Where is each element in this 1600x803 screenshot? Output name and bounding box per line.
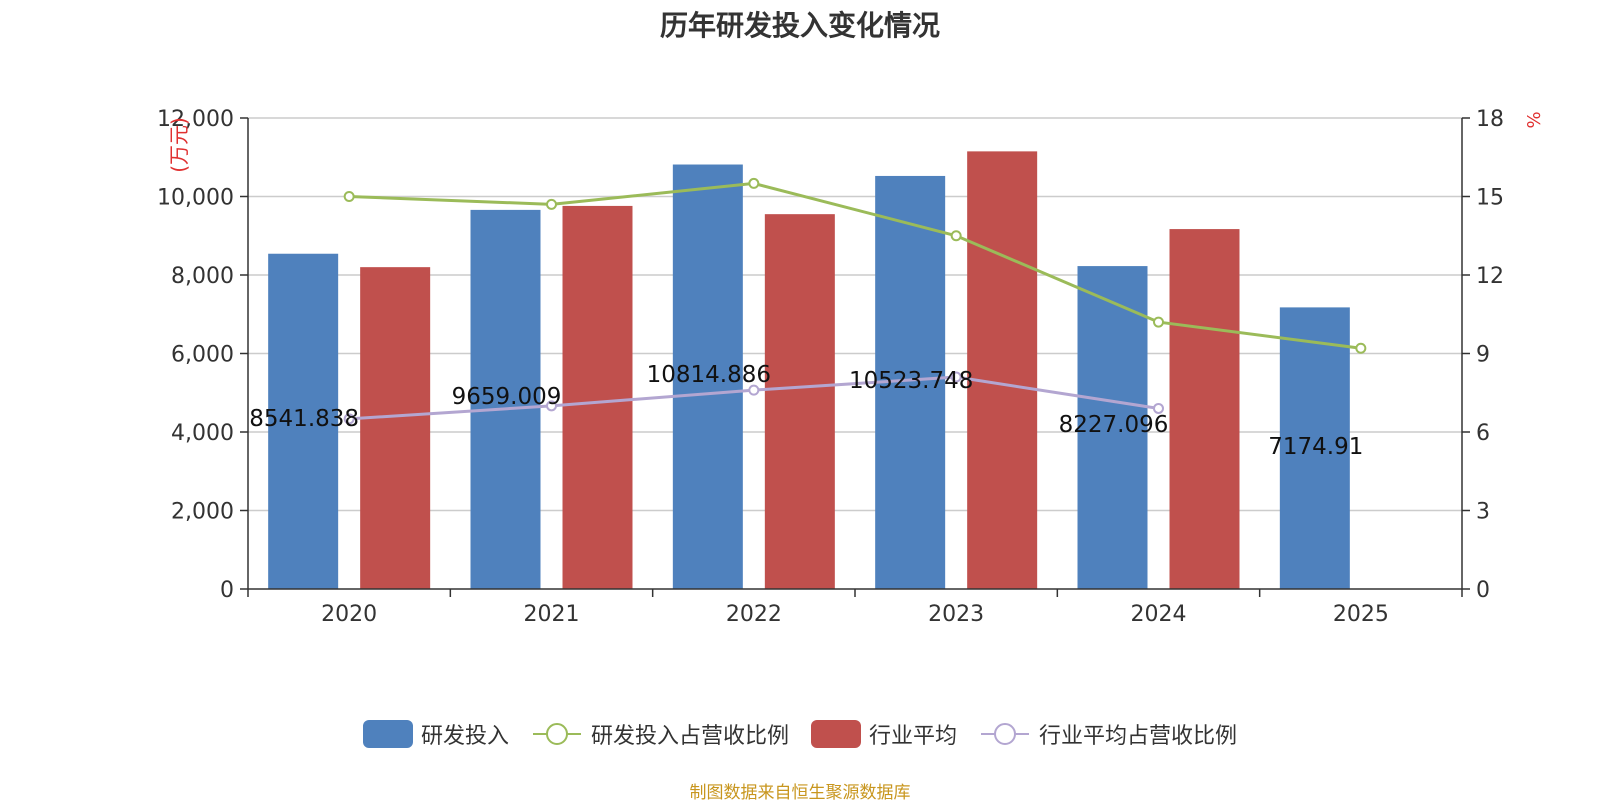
legend-marker	[545, 723, 568, 745]
y-right-tick-label: 6	[1476, 421, 1490, 446]
data-label: 10814.886	[647, 362, 771, 388]
x-tick-label: 2024	[1131, 602, 1187, 627]
point-研发投入占营收比例	[950, 230, 962, 242]
point-行业平均占营收比例	[546, 400, 557, 412]
legend-marker	[994, 723, 1017, 745]
data-label: 7174.91	[1268, 434, 1363, 460]
bar-研发投入	[1077, 266, 1148, 589]
bar-研发投入	[1279, 307, 1350, 589]
y-left-tick-label: 0	[220, 578, 234, 603]
y-right-tick-label: 9	[1476, 343, 1490, 368]
point-研发投入占营收比例	[343, 191, 355, 202]
legend-swatch-line-icon	[981, 723, 1030, 745]
data-label: 9659.009	[452, 384, 562, 410]
legend-item-rd-ratio[interactable]: 研发投入占营收比例	[531, 718, 789, 750]
y-left-tick-label: 4,000	[171, 421, 234, 446]
point-研发投入占营收比例	[1355, 342, 1367, 354]
legend-label: 行业平均	[869, 724, 958, 749]
legend-label: 行业平均占营收比例	[1039, 724, 1238, 749]
y-right-tick-label: 15	[1476, 186, 1504, 211]
bar-研发投入	[672, 164, 743, 589]
series-line-研发投入占营收比例	[349, 181, 1362, 350]
y-right-tick-label: 18	[1476, 107, 1504, 132]
data-labels: 8541.838 9659.009 10814.886 10523.748 8227.0…	[249, 362, 1363, 460]
chart-title: 历年研发投入变化情况	[659, 9, 940, 42]
bar-行业平均	[764, 214, 835, 589]
line-layer	[343, 177, 1367, 425]
legend-swatch-bar-icon	[362, 720, 413, 748]
legend-label: 研发投入	[420, 724, 509, 749]
y-left-tick-label: 6,000	[171, 343, 234, 368]
y-right-tick-label: 12	[1476, 264, 1504, 289]
bar-layer	[268, 151, 1350, 590]
point-研发投入占营收比例	[748, 177, 760, 189]
legend-label: 研发投入占营收比例	[590, 724, 789, 749]
legend-item-rd-investment[interactable]: 研发投入	[362, 718, 509, 750]
bar-行业平均	[360, 267, 431, 589]
y-left-tick-label: 12,000	[157, 107, 234, 132]
bar-研发投入	[268, 253, 339, 590]
y-right-tick-label: 0	[1476, 578, 1490, 603]
x-tick-label: 2022	[726, 602, 782, 627]
point-行业平均占营收比例	[748, 384, 760, 396]
point-行业平均占营收比例	[950, 371, 962, 383]
axes: 0 2,000 4,000 6,000 8,000 10,000 12,000 0 3 6 9 12 1…	[157, 107, 1545, 627]
bar-行业平均	[967, 151, 1038, 590]
source-note: 制图数据来自恒生聚源数据库	[689, 783, 911, 803]
x-tick-label: 2020	[321, 602, 377, 627]
data-label: 8227.096	[1059, 412, 1169, 438]
legend-item-industry-average[interactable]: 行业平均	[811, 718, 957, 750]
y-right-unit: %	[1524, 111, 1545, 128]
bar-行业平均	[562, 205, 633, 590]
y-left-tick-label: 10,000	[157, 186, 234, 211]
point-研发投入占营收比例	[1153, 316, 1164, 328]
legend: 研发投入 研发投入占营收比例 行业平均 行业平均占营收比例	[0, 718, 1600, 750]
bar-行业平均	[1169, 229, 1240, 589]
data-label: 8541.838	[249, 406, 359, 432]
point-研发投入占营收比例	[546, 198, 557, 210]
data-label: 10523.748	[849, 368, 973, 394]
legend-swatch-line-icon	[532, 723, 581, 745]
x-tick-label: 2025	[1333, 602, 1389, 627]
y-left-tick-label: 2,000	[171, 500, 234, 525]
grid-lines	[248, 117, 1462, 512]
bar-研发投入	[470, 209, 541, 589]
point-行业平均占营收比例	[1153, 402, 1164, 414]
x-tick-label: 2023	[928, 602, 984, 627]
y-left-tick-label: 8,000	[171, 264, 234, 289]
y-left-unit: (万元)	[167, 117, 191, 173]
legend-swatch-bar-icon	[811, 720, 861, 748]
legend-item-industry-ratio[interactable]: 行业平均占营收比例	[979, 718, 1237, 750]
point-行业平均占营收比例	[343, 413, 355, 425]
x-tick-label: 2021	[524, 602, 580, 627]
y-right-tick-label: 3	[1476, 500, 1490, 525]
